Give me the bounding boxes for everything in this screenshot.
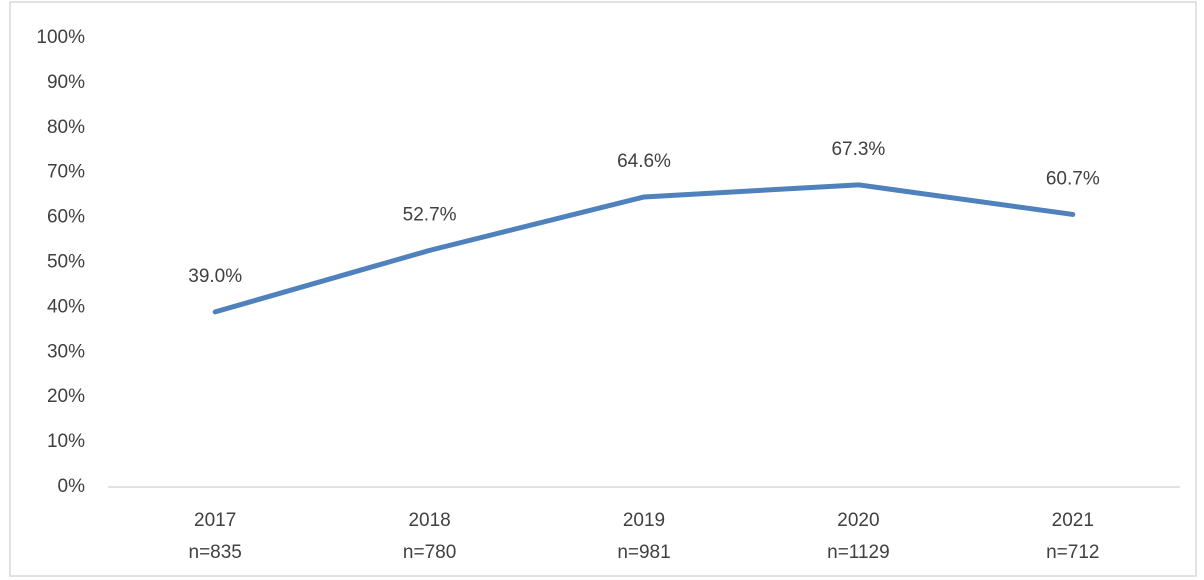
y-tick-label: 30% (47, 341, 85, 362)
x-tick-note: n=981 (617, 542, 670, 563)
x-tick-label: 2019 (623, 510, 665, 531)
x-tick-label: 2020 (837, 510, 879, 531)
data-label: 64.6% (617, 151, 671, 172)
chart-border (9, 1, 1197, 577)
data-label: 52.7% (403, 204, 457, 225)
data-label: 60.7% (1046, 168, 1100, 189)
y-tick-label: 60% (47, 207, 85, 228)
y-tick-label: 10% (47, 431, 85, 452)
x-tick-label: 2021 (1052, 510, 1094, 531)
y-tick-label: 40% (47, 296, 85, 317)
data-label: 39.0% (188, 266, 242, 287)
data-label: 67.3% (831, 139, 885, 160)
x-tick-note: n=1129 (827, 542, 890, 563)
y-tick-label: 0% (58, 476, 86, 497)
y-tick-label: 90% (47, 72, 85, 93)
x-tick-note: n=835 (189, 542, 242, 563)
x-tick-label: 2017 (194, 510, 236, 531)
y-tick-label: 80% (47, 117, 85, 138)
x-tick-note: n=780 (403, 542, 456, 563)
y-tick-label: 50% (47, 252, 85, 273)
x-tick-note: n=712 (1046, 542, 1099, 563)
y-tick-label: 70% (47, 162, 85, 183)
x-tick-label: 2018 (408, 510, 450, 531)
y-tick-label: 20% (47, 386, 85, 407)
data-line (212, 182, 1076, 315)
y-tick-label: 100% (36, 27, 85, 48)
